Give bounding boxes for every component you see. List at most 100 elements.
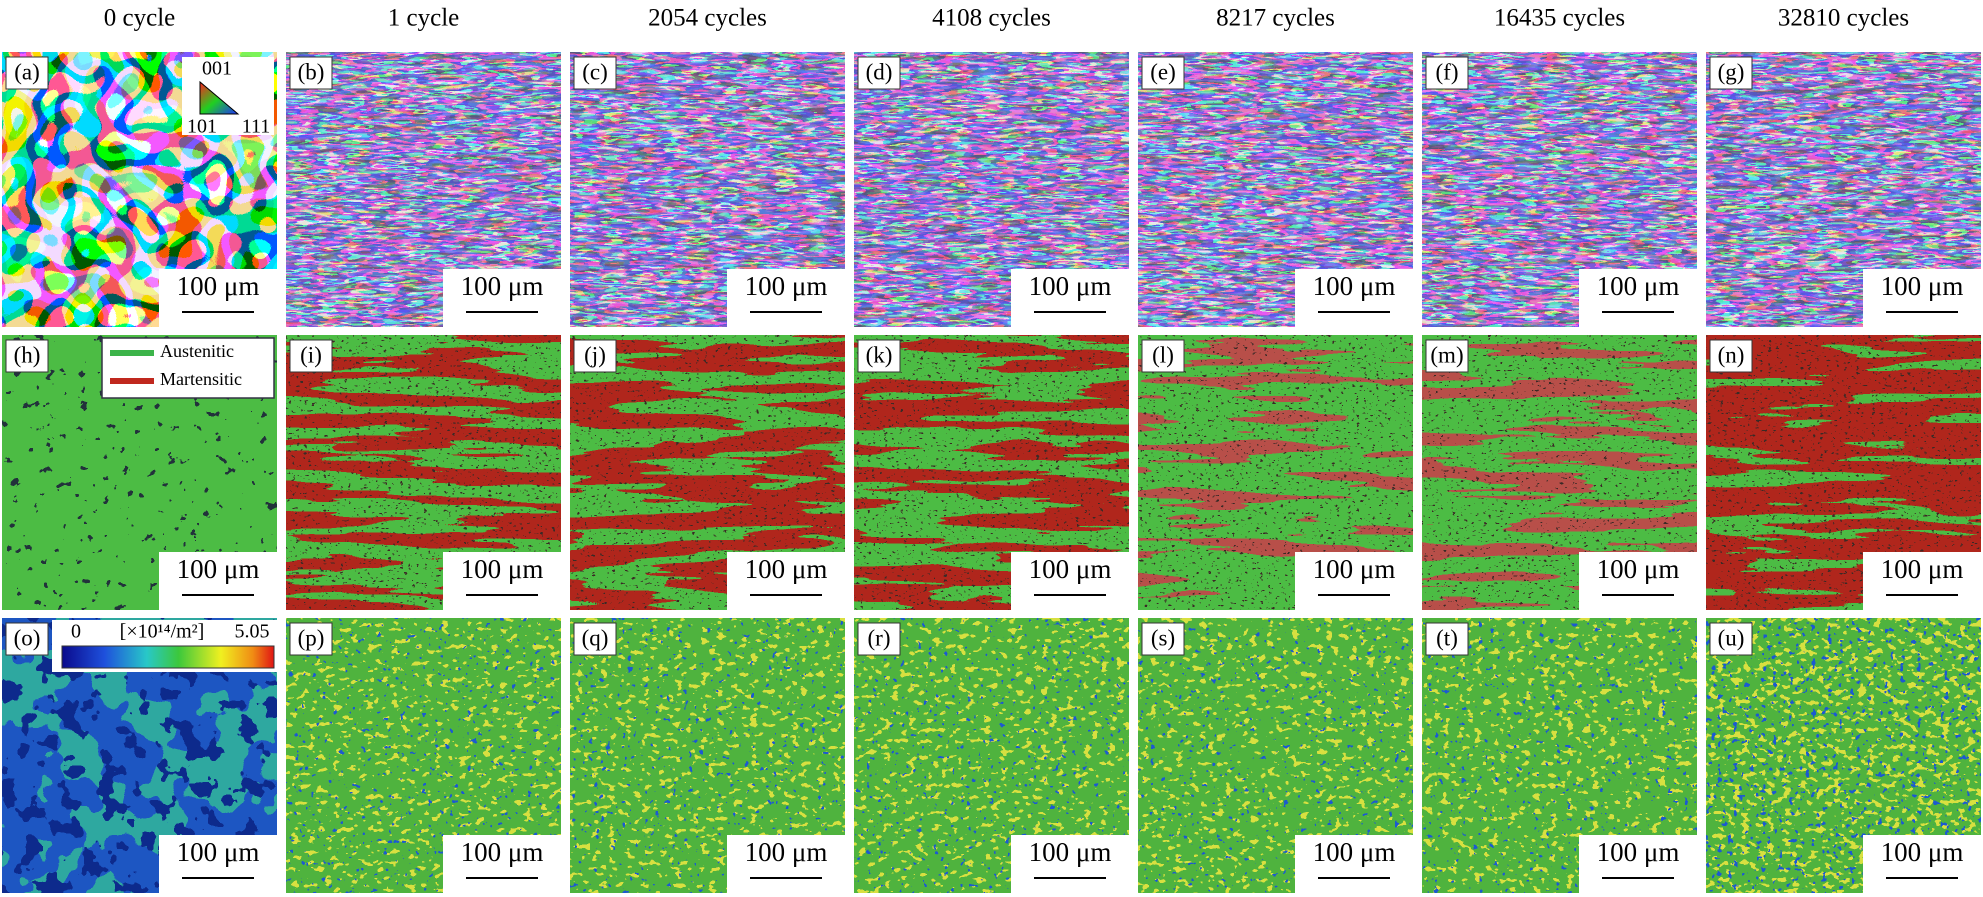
scale-box <box>1863 552 1981 610</box>
ipf-label: 001 <box>202 58 232 80</box>
scale-box <box>443 835 561 893</box>
panel: (d) 100 μm <box>854 52 1129 327</box>
label-box <box>573 339 617 373</box>
label-box <box>5 56 49 90</box>
label-box <box>1709 622 1753 656</box>
scale-bar-text: 100 μm <box>1881 837 1964 867</box>
column-header: 16435 cycles <box>1494 5 1625 32</box>
scale-bar-text: 100 μm <box>177 837 260 867</box>
scale-box <box>1011 552 1129 610</box>
scale-box <box>1579 552 1697 610</box>
scale-bar-text: 100 μm <box>461 271 544 301</box>
panel: (q) 100 μm <box>570 618 845 893</box>
label-box <box>289 56 333 90</box>
panel-label: (o) <box>14 625 41 650</box>
scale-box <box>159 835 277 893</box>
panel: (t) 100 μm <box>1422 618 1697 893</box>
scale-bar-text: 100 μm <box>461 837 544 867</box>
label-box <box>1141 339 1185 373</box>
panel-label: (b) <box>298 59 325 84</box>
panel: (u) 100 μm <box>1706 618 1981 893</box>
column-header: 2054 cycles <box>648 5 767 32</box>
column-header: 4108 cycles <box>932 5 1051 32</box>
scale-bar-text: 100 μm <box>1881 271 1964 301</box>
scale-bar-text: 100 μm <box>1597 837 1680 867</box>
colorbar-unit: [×10¹⁴/m²] <box>120 621 205 643</box>
scale-box <box>727 269 845 327</box>
label-box <box>5 622 49 656</box>
panel: (r) 100 μm <box>854 618 1129 893</box>
panel-label: (a) <box>14 59 40 84</box>
panel-label: (l) <box>1152 342 1174 367</box>
column-header: 1 cycle <box>388 5 459 32</box>
panel: (l) 100 μm <box>1138 335 1413 610</box>
colorbar-max: 5.05 <box>235 621 270 643</box>
scale-box <box>1863 835 1981 893</box>
ipf-legend-box <box>182 57 274 135</box>
scale-bar-text: 100 μm <box>745 554 828 584</box>
label-box <box>857 622 901 656</box>
legend-label: Austenitic <box>160 341 234 361</box>
scale-box <box>1295 835 1413 893</box>
scale-box <box>159 269 277 327</box>
panel: (g) 100 μm <box>1706 52 1981 327</box>
label-box <box>289 339 333 373</box>
label-box <box>1425 339 1469 373</box>
scale-bar-text: 100 μm <box>1029 554 1112 584</box>
panel-label: (p) <box>298 625 325 650</box>
scale-bar-text: 100 μm <box>745 271 828 301</box>
label-box <box>1709 339 1753 373</box>
phase-legend-box <box>101 337 275 399</box>
scale-box <box>1579 269 1697 327</box>
panel: (i) 100 μm <box>286 335 561 610</box>
label-box <box>1141 622 1185 656</box>
scale-box <box>1295 269 1413 327</box>
panel-label: (i) <box>300 342 322 367</box>
scale-box <box>1863 269 1981 327</box>
panel: (b) 100 μm <box>286 52 561 327</box>
label-box <box>857 56 901 90</box>
ipf-label: 111 <box>242 116 271 138</box>
panel-label: (j) <box>584 342 606 367</box>
panel: (c) 100 μm <box>570 52 845 327</box>
panel: (j) 100 μm <box>570 335 845 610</box>
panel-label: (f) <box>1436 59 1459 84</box>
panel: (m) 100 μm <box>1422 335 1697 610</box>
ipf-label: 101 <box>187 116 217 138</box>
scale-bar-text: 100 μm <box>1881 554 1964 584</box>
scale-box <box>1579 835 1697 893</box>
panel-label: (q) <box>582 625 609 650</box>
panel: (p) 100 μm <box>286 618 561 893</box>
scale-box <box>159 552 277 610</box>
column-header: 8217 cycles <box>1216 5 1335 32</box>
label-box <box>5 339 49 373</box>
scale-bar-text: 100 μm <box>1597 271 1680 301</box>
panel: (k) 100 μm <box>854 335 1129 610</box>
column-header: 0 cycle <box>104 5 175 32</box>
scale-bar-text: 100 μm <box>461 554 544 584</box>
label-box <box>1709 56 1753 90</box>
label-box <box>289 622 333 656</box>
panel-label: (s) <box>1151 625 1175 650</box>
panel-label: (c) <box>582 59 608 84</box>
panel-label: (e) <box>1150 59 1176 84</box>
label-box <box>857 339 901 373</box>
label-box <box>573 622 617 656</box>
label-box <box>1425 622 1469 656</box>
scale-box <box>1011 269 1129 327</box>
scale-bar-text: 100 μm <box>1313 271 1396 301</box>
panel: (f) 100 μm <box>1422 52 1697 327</box>
panel-label: (d) <box>866 59 893 84</box>
scale-box <box>443 552 561 610</box>
scale-box <box>443 269 561 327</box>
panel: (n) 100 μm <box>1706 335 1981 610</box>
label-box <box>573 56 617 90</box>
panel-label: (r) <box>868 625 891 650</box>
panel-label: (t) <box>1436 625 1458 650</box>
scale-bar-text: 100 μm <box>1029 271 1112 301</box>
colorbar-min: 0 <box>71 621 81 643</box>
panel-label: (k) <box>866 342 893 367</box>
panel-label: (n) <box>1718 342 1745 367</box>
ipf-triangle <box>199 80 240 115</box>
